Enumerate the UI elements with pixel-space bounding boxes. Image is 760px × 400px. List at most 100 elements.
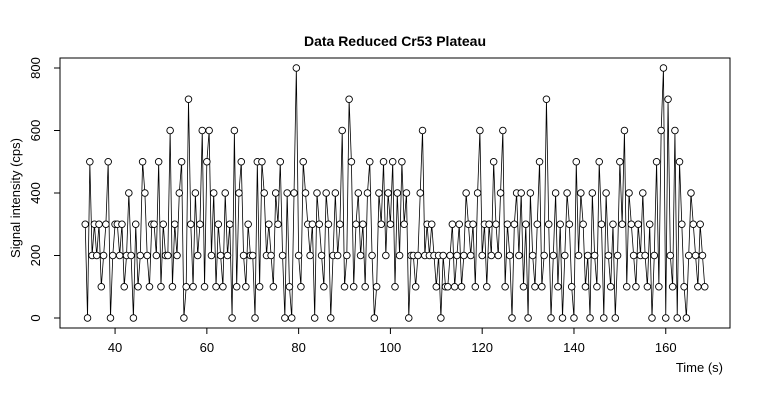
data-point — [565, 220, 574, 228]
data-point — [613, 251, 622, 260]
data-point — [678, 220, 686, 228]
data-point — [588, 189, 597, 197]
data-point — [141, 189, 149, 197]
data-point — [694, 283, 702, 291]
data-point — [189, 283, 197, 291]
data-point — [499, 126, 507, 135]
data-point — [643, 283, 652, 291]
data-point — [255, 283, 264, 291]
data-point — [544, 220, 553, 228]
data-point — [150, 220, 158, 228]
data-point — [402, 189, 411, 197]
y-axis-label: Signal intensity (cps) — [8, 138, 23, 258]
data-point — [159, 220, 168, 228]
data-point — [102, 220, 110, 228]
data-point — [655, 283, 663, 291]
data-point — [232, 283, 241, 291]
data-point — [97, 283, 106, 291]
data-point — [696, 220, 704, 228]
data-point — [524, 314, 532, 322]
data-point — [391, 283, 399, 291]
data-point — [143, 251, 151, 260]
data-point — [460, 251, 468, 260]
chart-title: Data Reduced Cr53 Plateau — [304, 33, 486, 49]
data-point — [639, 189, 647, 197]
data-point — [168, 283, 177, 291]
data-point — [221, 189, 229, 197]
data-point — [372, 283, 381, 291]
data-point — [418, 126, 427, 135]
data-point — [662, 314, 670, 322]
data-point — [347, 157, 356, 166]
data-point — [508, 314, 516, 322]
data-point — [377, 220, 385, 228]
data-point — [386, 220, 395, 228]
data-point — [581, 283, 590, 291]
data-point — [244, 220, 252, 228]
data-point — [338, 126, 346, 135]
data-point — [267, 251, 275, 260]
data-point — [359, 220, 367, 228]
data-point — [556, 220, 564, 228]
data-point — [182, 283, 190, 291]
data-point — [228, 314, 236, 322]
data-point — [336, 220, 344, 228]
data-point — [478, 251, 486, 260]
data-point — [414, 251, 422, 260]
data-point — [226, 220, 234, 228]
data-point — [320, 283, 328, 291]
data-point — [331, 189, 340, 197]
data-point — [251, 314, 259, 322]
data-point — [86, 157, 94, 166]
data-point — [558, 314, 567, 322]
data-point — [230, 126, 239, 135]
data-point — [235, 189, 243, 197]
x-tick-label: 100 — [380, 340, 402, 355]
data-point — [563, 189, 571, 197]
y-tick-label: 0 — [28, 314, 43, 321]
data-point — [528, 251, 537, 260]
data-point — [471, 283, 480, 291]
data-point — [154, 157, 163, 166]
data-point — [400, 220, 408, 228]
data-point — [668, 283, 677, 291]
data-point — [214, 220, 223, 228]
data-point — [675, 157, 684, 166]
data-point — [466, 251, 475, 260]
data-point — [81, 220, 89, 228]
data-point — [115, 251, 124, 260]
data-point — [366, 157, 374, 166]
x-tick-label: 140 — [563, 340, 585, 355]
data-point — [317, 251, 326, 260]
data-point — [595, 157, 603, 166]
data-point — [455, 220, 463, 228]
data-point — [519, 283, 528, 291]
data-point — [691, 251, 700, 260]
data-point — [597, 220, 606, 228]
data-point — [395, 251, 404, 260]
data-point — [276, 157, 285, 166]
data-point — [315, 220, 324, 228]
data-point — [641, 251, 649, 260]
data-point — [343, 251, 351, 260]
data-point — [535, 157, 544, 166]
data-point — [505, 251, 514, 260]
data-point — [567, 283, 576, 291]
data-point — [611, 314, 620, 322]
y-tick-label: 200 — [28, 245, 43, 267]
x-tick-label: 80 — [291, 340, 305, 355]
data-point — [297, 283, 305, 291]
x-tick-label: 60 — [200, 340, 214, 355]
data-point — [609, 220, 617, 228]
data-point — [540, 251, 548, 260]
data-point — [345, 95, 353, 103]
data-point — [485, 220, 493, 228]
data-point — [572, 157, 581, 166]
data-point — [203, 157, 211, 166]
data-point — [120, 283, 128, 291]
data-point — [444, 283, 452, 291]
data-point — [95, 220, 103, 228]
data-point — [354, 189, 363, 197]
data-point — [648, 314, 656, 322]
data-point — [258, 157, 266, 166]
